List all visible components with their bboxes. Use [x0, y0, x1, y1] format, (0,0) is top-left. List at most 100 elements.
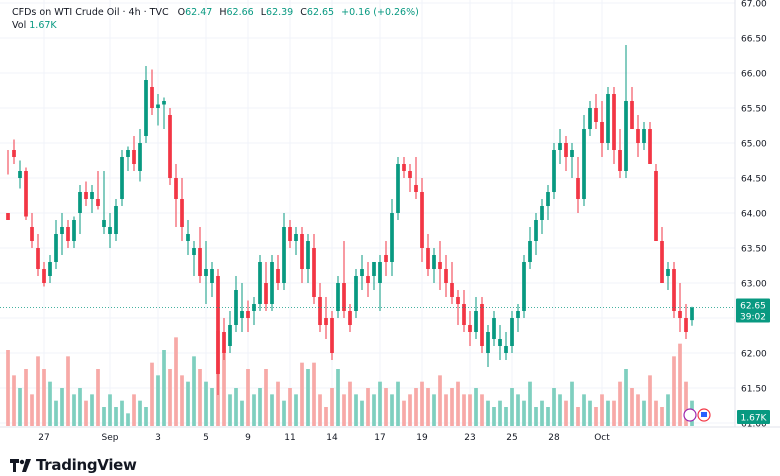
candle-body: [204, 269, 208, 276]
volume-bar: [156, 375, 160, 426]
candle-body: [690, 307, 694, 321]
volume-bar: [102, 407, 106, 426]
time-tick-label: 23: [464, 433, 475, 443]
candle-body: [12, 150, 16, 157]
volume-bar: [420, 381, 424, 426]
volume-bar: [234, 388, 238, 426]
volume-bar: [132, 394, 136, 426]
candle-body: [348, 311, 352, 325]
candle-body: [234, 290, 238, 325]
price-tick-label: 67.00: [741, 0, 767, 10]
volume-bar: [522, 400, 526, 426]
candle-body: [342, 283, 346, 311]
candle-body: [522, 262, 526, 311]
candle-body: [582, 129, 586, 199]
volume-bar: [396, 381, 400, 426]
candle-body: [606, 94, 610, 143]
time-tick-label: 27: [38, 433, 49, 443]
candle-body: [624, 101, 628, 171]
candle-body: [612, 94, 616, 150]
time-tick-label: 11: [284, 433, 295, 443]
candle-body: [210, 269, 214, 283]
price-tick-label: 61.50: [741, 385, 767, 395]
price-tick-label: 65.50: [741, 105, 767, 115]
candle-body: [666, 269, 670, 276]
volume-bar: [462, 394, 466, 426]
volume-bar: [678, 343, 682, 426]
volume-bar: [198, 369, 202, 426]
volume-bar: [294, 394, 298, 426]
volume-bar: [360, 400, 364, 426]
volume-bar: [78, 388, 82, 426]
candle-body: [558, 143, 562, 150]
candle-body: [648, 129, 652, 164]
volume-bar: [552, 388, 556, 426]
volume-bar: [570, 381, 574, 426]
candle-body: [360, 269, 364, 276]
volume-bar: [390, 394, 394, 426]
volume-bar: [504, 407, 508, 426]
volume-bar: [84, 400, 88, 426]
candle-body: [486, 332, 490, 353]
price-tick-label: 61.00: [741, 420, 767, 430]
volume-bar: [126, 413, 130, 426]
candle-body: [660, 241, 664, 283]
candle-body: [192, 248, 196, 255]
candle-body: [84, 192, 88, 199]
volume-bar: [582, 394, 586, 426]
close-value: 62.65: [306, 7, 335, 18]
candle-body: [18, 171, 22, 178]
volume-bar: [114, 407, 118, 426]
countdown-value: 39:02: [740, 313, 766, 323]
candle-body: [288, 227, 292, 241]
volume-bar: [120, 400, 124, 426]
volume-bar: [162, 350, 166, 426]
candle-body: [354, 276, 358, 311]
volume-badge-value: 1.67K: [741, 414, 768, 424]
volume-bar: [594, 407, 598, 426]
volume-badge: [737, 410, 770, 424]
candle-body: [678, 311, 682, 318]
candle-body: [510, 318, 514, 346]
volume-bar: [186, 381, 190, 426]
volume-bar: [174, 337, 178, 426]
time-axis: 27 Sep 3 5 9 11 14 17 19 23 25 28 Oct: [0, 426, 780, 443]
candle-body: [30, 227, 34, 241]
candle-body: [90, 192, 94, 199]
candle-body: [396, 164, 400, 213]
volume-bar: [540, 400, 544, 426]
volume-bar: [324, 407, 328, 426]
candle-body: [468, 325, 472, 332]
candle-body: [570, 150, 574, 157]
candle-body: [426, 248, 430, 269]
price-tick-label: 64.00: [741, 210, 767, 220]
volume-bar: [516, 394, 520, 426]
volume-bar: [240, 400, 244, 426]
candle-body: [390, 213, 394, 262]
volume-bar: [576, 407, 580, 426]
volume-bar: [90, 394, 94, 426]
volume-bar: [408, 394, 412, 426]
volume-bar: [546, 407, 550, 426]
open-label: O: [177, 7, 186, 18]
candle-body: [546, 192, 550, 206]
volume-bar: [372, 394, 376, 426]
volume-bar: [474, 388, 478, 426]
time-tick-label: 14: [326, 433, 338, 443]
candle-body: [654, 171, 658, 241]
brand-name: TradingView: [36, 456, 137, 474]
candle-body: [594, 108, 598, 122]
time-tick-label: 9: [245, 433, 251, 443]
volume-bar: [144, 407, 148, 426]
volume-bar: [264, 369, 268, 426]
volume-bar: [426, 388, 430, 426]
volume-bar: [348, 381, 352, 426]
volume-bar: [654, 400, 658, 426]
volume-bar: [246, 369, 250, 426]
candle-body: [276, 269, 280, 283]
high-label: H: [219, 7, 227, 18]
volume-bar: [588, 400, 592, 426]
volume-bar: [42, 369, 46, 426]
